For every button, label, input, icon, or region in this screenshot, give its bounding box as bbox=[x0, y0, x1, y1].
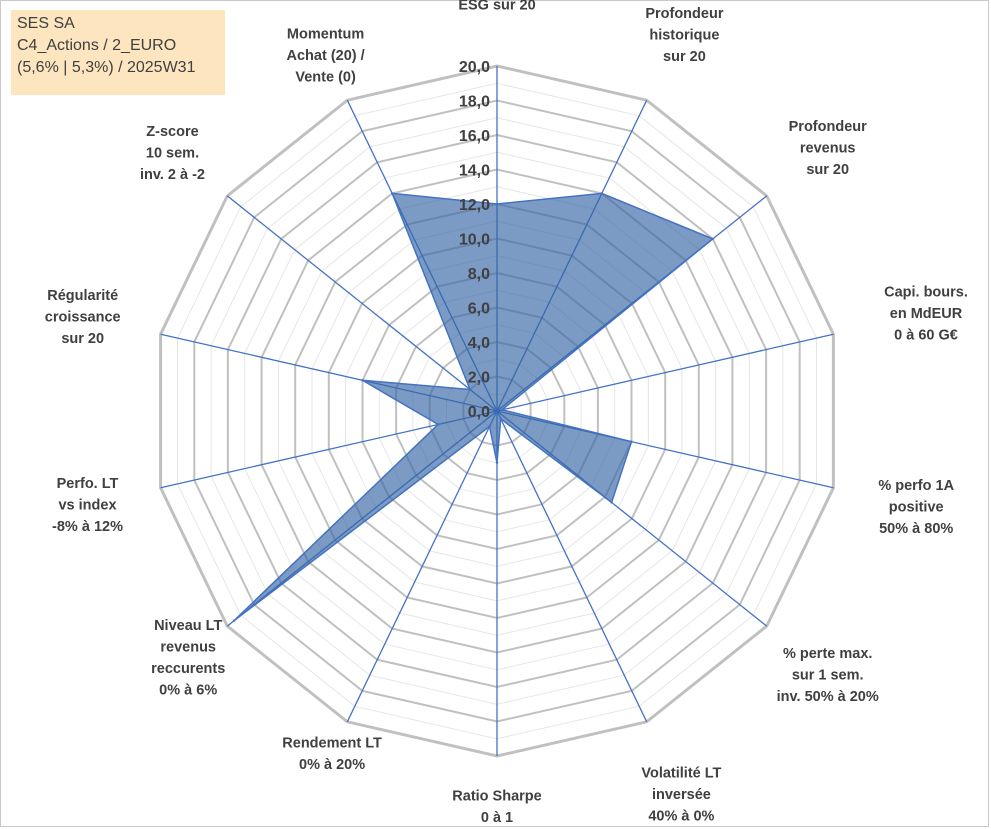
data-point bbox=[232, 619, 236, 622]
axis-label-line: 50% à 80% bbox=[879, 521, 953, 537]
tick-label: 4,0 bbox=[468, 335, 490, 352]
axis-label-line: -8% à 12% bbox=[52, 519, 123, 535]
axis-label-line: Achat (20) / bbox=[287, 48, 365, 64]
tick-label: 18,0 bbox=[459, 94, 490, 111]
tick-label: 8,0 bbox=[468, 266, 490, 283]
axis-label-line: inversée bbox=[652, 787, 711, 803]
axis-label-line: % perte max. bbox=[783, 646, 872, 662]
axis-label-line: 0 à 60 G€ bbox=[894, 328, 958, 344]
tick-label: 2,0 bbox=[468, 370, 490, 387]
axis-label: Rendement LT 0% à 20% bbox=[282, 736, 382, 774]
tick-label: 20,0 bbox=[459, 59, 490, 76]
axis-label-line: Profondeur bbox=[789, 119, 867, 135]
info-company: SES SA bbox=[17, 15, 75, 32]
axis-label: Niveau LT revenus reccurents 0% à 6% bbox=[151, 618, 225, 699]
axis-label-line: Z-score bbox=[146, 124, 198, 140]
axis-label: Volatilité LT inversée 40% à 0% bbox=[641, 765, 721, 824]
axis-label-line: en MdEUR bbox=[890, 306, 963, 322]
radar-axis-labels: NoteESG sur 20 Profondeur historique sur 20… bbox=[45, 0, 968, 826]
axis-label-line: Rendement LT bbox=[282, 736, 382, 752]
tick-label: 6,0 bbox=[468, 301, 490, 318]
data-point bbox=[495, 202, 499, 206]
axis-label-line: croissance bbox=[45, 309, 121, 325]
axis-label-line: % perfo 1A bbox=[878, 478, 954, 494]
axis-label-line: sur 20 bbox=[61, 331, 104, 347]
axis-label: Profondeur revenus sur 20 bbox=[789, 119, 867, 178]
radar-tick-labels: 0,0 2,0 4,0 6,0 8,0 10,0 12,0 14,0 16,0 18,0 20,0 bbox=[459, 59, 490, 421]
data-point bbox=[468, 388, 472, 391]
axis-label-line: Vente (0) bbox=[295, 70, 356, 86]
axis-label-line: 0 à 1 bbox=[481, 810, 513, 826]
axis-label-line: sur 20 bbox=[663, 49, 706, 65]
axis-label-line: reccurents bbox=[151, 661, 225, 677]
axis-label-line: Momentum bbox=[287, 27, 364, 43]
tick-label: 12,0 bbox=[459, 197, 490, 214]
axis-label: Profondeur historique sur 20 bbox=[645, 6, 723, 65]
tick-label: 16,0 bbox=[459, 128, 490, 145]
info-category: C4_Actions / 2_EURO bbox=[17, 37, 177, 54]
axis-label-line: sur 20 bbox=[806, 162, 849, 178]
axis-label-line: historique bbox=[649, 27, 719, 43]
axis-label: NoteESG sur 20 bbox=[458, 0, 535, 14]
radar-spoke bbox=[346, 410, 498, 723]
axis-label-line: 40% à 0% bbox=[648, 808, 714, 824]
data-point bbox=[499, 417, 502, 420]
axis-label-line: Perfo. LT bbox=[57, 476, 119, 492]
axis-label-line: Ratio Sharpe bbox=[452, 788, 541, 804]
axis-label: % perfo 1A positive 50% à 80% bbox=[878, 478, 954, 537]
data-point bbox=[436, 423, 440, 426]
axis-label-line: 0% à 20% bbox=[299, 757, 365, 773]
axis-label-line: Volatilité LT bbox=[641, 765, 721, 781]
axis-label-line: inv. 50% à 20% bbox=[777, 689, 879, 705]
axis-label-line: Profondeur bbox=[645, 6, 723, 22]
axis-label-line: 0% à 6% bbox=[159, 683, 217, 699]
axis-label-line: Régularité bbox=[47, 288, 118, 304]
axis-label-line: ESG sur 20 bbox=[458, 0, 535, 14]
axis-label-line: sur 1 sem. bbox=[792, 668, 864, 684]
radar-spoke bbox=[226, 195, 498, 412]
radar-spoke bbox=[496, 333, 834, 412]
tick-label: 14,0 bbox=[459, 163, 490, 180]
data-point bbox=[391, 192, 394, 195]
data-point bbox=[711, 237, 714, 241]
info-stats: (5,6% | 5,3%) / 2025W31 bbox=[17, 59, 196, 76]
data-point bbox=[500, 408, 504, 411]
axis-label-line: 10 sem. bbox=[146, 145, 199, 161]
axis-label: Ratio Sharpe 0 à 1 bbox=[452, 788, 541, 826]
axis-label-line: positive bbox=[889, 500, 944, 516]
axis-label-line: revenus bbox=[160, 640, 216, 656]
data-point bbox=[630, 440, 633, 443]
axis-label: Perfo. LT vs index -8% à 12% bbox=[52, 476, 123, 535]
data-point bbox=[610, 501, 613, 504]
axis-label-line: inv. 2 à -2 bbox=[140, 167, 205, 183]
tick-label: 10,0 bbox=[459, 232, 490, 249]
axis-label-line: revenus bbox=[800, 140, 856, 156]
axis-label-line: vs index bbox=[58, 498, 116, 514]
data-point bbox=[361, 379, 364, 382]
axis-label: % perte max. sur 1 sem. inv. 50% à 20% bbox=[777, 646, 879, 705]
tick-label: 0,0 bbox=[468, 404, 490, 421]
radar-series bbox=[232, 192, 715, 622]
axis-label: Momentum Achat (20) / Vente (0) bbox=[287, 27, 365, 86]
axis-label-line: Niveau LT bbox=[154, 618, 222, 634]
axis-label: Capi. bours. en MdEUR 0 à 60 G€ bbox=[884, 285, 968, 344]
data-point bbox=[600, 192, 603, 195]
axis-label-line: Capi. bours. bbox=[884, 285, 968, 301]
radar-spoke bbox=[496, 410, 648, 723]
data-point bbox=[488, 425, 491, 428]
info-box: SES SA C4_Actions / 2_EURO (5,6% | 5,3%)… bbox=[11, 10, 225, 95]
axis-label: Régularité croissance sur 20 bbox=[45, 288, 121, 347]
data-point bbox=[495, 461, 499, 464]
axis-label: Z-score 10 sem. inv. 2 à -2 bbox=[140, 124, 205, 183]
